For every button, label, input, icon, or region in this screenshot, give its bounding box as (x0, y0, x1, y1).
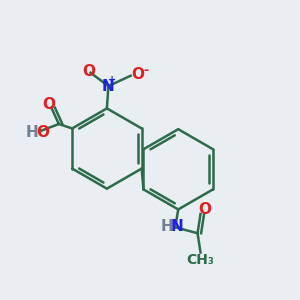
Text: O: O (198, 202, 211, 217)
Text: O: O (37, 125, 50, 140)
Text: O: O (132, 67, 145, 82)
Text: N: N (170, 219, 183, 234)
Text: -: - (144, 64, 149, 77)
Text: H: H (26, 125, 38, 140)
Text: H: H (160, 219, 173, 234)
Text: +: + (108, 75, 116, 85)
Text: O: O (82, 64, 96, 79)
Text: CH₃: CH₃ (187, 253, 214, 267)
Text: N: N (102, 79, 115, 94)
Text: O: O (42, 97, 55, 112)
